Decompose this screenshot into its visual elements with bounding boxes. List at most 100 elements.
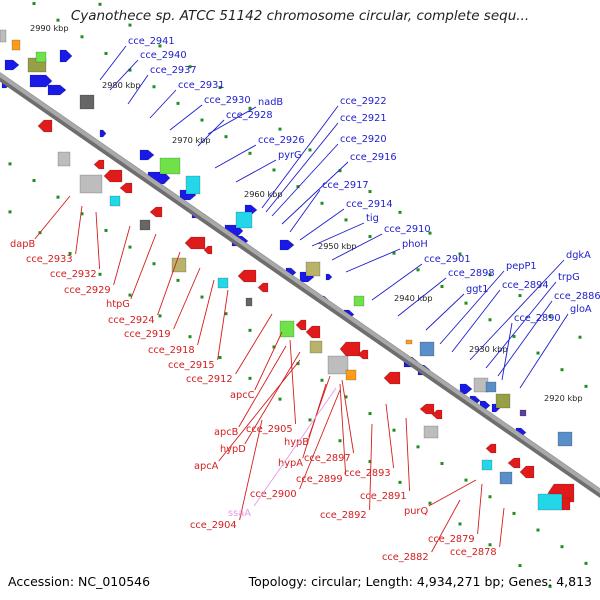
minus-gene-label[interactable]: htpG <box>106 299 130 310</box>
plus-gene-label[interactable]: cce_2910 <box>384 224 431 235</box>
gene-feature-box[interactable] <box>35 51 47 63</box>
minus-gene-label[interactable]: dapB <box>10 239 35 250</box>
plus-gene-label[interactable]: nadB <box>258 97 283 108</box>
plus-gene-label[interactable]: cce_2898 <box>448 268 495 279</box>
minus-gene-label[interactable]: cce_2905 <box>246 424 293 435</box>
minus-strand-gene[interactable] <box>37 119 53 133</box>
pseudo-gene-label[interactable]: ssaA <box>228 508 251 519</box>
gene-feature-box[interactable] <box>423 425 439 439</box>
minus-strand-gene[interactable] <box>203 245 213 255</box>
plus-gene-label[interactable]: phoH <box>402 239 428 250</box>
minus-strand-gene[interactable] <box>149 206 163 218</box>
minus-strand-gene[interactable] <box>485 443 497 454</box>
minus-gene-label[interactable]: cce_2878 <box>450 547 497 558</box>
minus-gene-label[interactable]: cce_2904 <box>190 520 237 531</box>
gene-feature-box[interactable] <box>235 211 253 229</box>
minus-gene-label[interactable]: cce_2891 <box>360 491 407 502</box>
minus-strand-gene[interactable] <box>305 325 321 339</box>
minus-strand-gene[interactable] <box>357 349 369 360</box>
gene-feature-box[interactable] <box>185 175 201 195</box>
minus-gene-label[interactable]: purQ <box>404 506 428 517</box>
plus-gene-label[interactable]: cce_2916 <box>350 152 397 163</box>
plus-gene-label[interactable]: cce_2937 <box>150 65 197 76</box>
plus-gene-label[interactable]: cce_2941 <box>128 36 175 47</box>
plus-gene-label[interactable]: cce_2922 <box>340 96 387 107</box>
minus-gene-label[interactable]: hypB <box>284 437 309 448</box>
plus-strand-gene[interactable] <box>59 49 73 63</box>
minus-strand-gene[interactable] <box>507 457 521 469</box>
minus-gene-label[interactable]: cce_2892 <box>320 510 367 521</box>
plus-gene-label[interactable]: cce_2930 <box>204 95 251 106</box>
plus-gene-label[interactable]: cce_2940 <box>140 50 187 61</box>
minus-strand-gene[interactable] <box>419 403 435 415</box>
minus-gene-label[interactable]: cce_2919 <box>124 329 171 340</box>
gene-feature-box[interactable] <box>57 151 71 167</box>
plus-gene-label[interactable]: cce_2926 <box>258 135 305 146</box>
gene-feature-box[interactable] <box>405 339 413 345</box>
plus-strand-gene[interactable] <box>4 59 20 71</box>
gene-feature-box[interactable] <box>481 459 493 471</box>
plus-strand-gene[interactable] <box>325 273 333 281</box>
plus-gene-label[interactable]: cce_2928 <box>226 110 273 121</box>
plus-gene-label[interactable]: cce_2931 <box>178 80 225 91</box>
minus-strand-gene[interactable] <box>295 319 307 331</box>
gene-feature-box[interactable] <box>79 94 95 110</box>
plus-gene-label[interactable]: gloA <box>570 304 592 315</box>
gene-feature-box[interactable] <box>557 431 573 447</box>
minus-gene-label[interactable]: cce_2932 <box>50 269 97 280</box>
gene-feature-box[interactable] <box>419 341 435 357</box>
minus-gene-label[interactable]: cce_2924 <box>108 315 155 326</box>
minus-strand-gene[interactable] <box>383 371 401 385</box>
plus-strand-gene[interactable] <box>139 149 155 161</box>
minus-gene-label[interactable]: cce_2918 <box>148 345 195 356</box>
plus-gene-label[interactable]: cce_2914 <box>346 199 393 210</box>
minus-gene-label[interactable]: cce_2893 <box>344 468 391 479</box>
minus-strand-gene[interactable] <box>93 159 105 170</box>
plus-gene-label[interactable]: cce_2917 <box>322 180 369 191</box>
gene-feature-box[interactable] <box>171 257 187 273</box>
plus-gene-label[interactable]: cce_2920 <box>340 134 387 145</box>
minus-gene-label[interactable]: cce_2899 <box>296 474 343 485</box>
gene-feature-box[interactable] <box>345 369 357 381</box>
minus-gene-label[interactable]: cce_2929 <box>64 285 111 296</box>
plus-strand-gene[interactable] <box>279 239 295 251</box>
minus-gene-label[interactable]: cce_2882 <box>382 552 429 563</box>
minus-strand-gene[interactable] <box>519 465 535 479</box>
minus-strand-gene[interactable] <box>257 282 269 293</box>
gene-feature-box[interactable] <box>11 39 21 51</box>
gene-feature-box[interactable] <box>79 174 103 194</box>
gene-feature-box[interactable] <box>485 381 497 393</box>
minus-gene-label[interactable]: cce_2915 <box>168 360 215 371</box>
plus-gene-label[interactable]: pyrG <box>278 150 302 161</box>
gene-feature-box[interactable] <box>245 297 253 307</box>
plus-gene-label[interactable]: tig <box>366 213 379 224</box>
gene-feature-box[interactable] <box>305 261 321 277</box>
plus-gene-label[interactable]: ggt1 <box>466 284 489 295</box>
plus-strand-gene[interactable] <box>29 74 53 88</box>
minus-gene-label[interactable]: cce_2933 <box>26 254 73 265</box>
gene-feature-box[interactable] <box>495 393 511 409</box>
minus-gene-label[interactable]: cce_2879 <box>428 534 475 545</box>
plus-gene-label[interactable]: dgkA <box>566 250 591 261</box>
gene-feature-box[interactable] <box>537 493 563 511</box>
gene-feature-box[interactable] <box>353 295 365 307</box>
minus-strand-gene[interactable] <box>103 169 123 183</box>
plus-gene-label[interactable]: pepP1 <box>506 261 537 272</box>
plus-gene-label[interactable]: cce_2886 <box>554 291 600 302</box>
minus-gene-label[interactable]: hypD <box>220 444 246 455</box>
plus-gene-label[interactable]: cce_2921 <box>340 113 387 124</box>
gene-feature-box[interactable] <box>109 195 121 207</box>
gene-feature-box[interactable] <box>159 157 181 175</box>
minus-gene-label[interactable]: cce_2912 <box>186 374 233 385</box>
minus-gene-label[interactable]: apcA <box>194 461 219 472</box>
plus-gene-label[interactable]: trpG <box>558 272 580 283</box>
gene-feature-box[interactable] <box>217 277 229 289</box>
minus-strand-gene[interactable] <box>184 236 206 250</box>
minus-strand-gene[interactable] <box>119 182 133 194</box>
minus-gene-label[interactable]: cce_2897 <box>304 453 351 464</box>
gene-feature-box[interactable] <box>499 471 513 485</box>
plus-gene-label[interactable]: cce_2894 <box>502 280 549 291</box>
minus-gene-label[interactable]: cce_2900 <box>250 489 297 500</box>
minus-gene-label[interactable]: apcB <box>214 427 239 438</box>
